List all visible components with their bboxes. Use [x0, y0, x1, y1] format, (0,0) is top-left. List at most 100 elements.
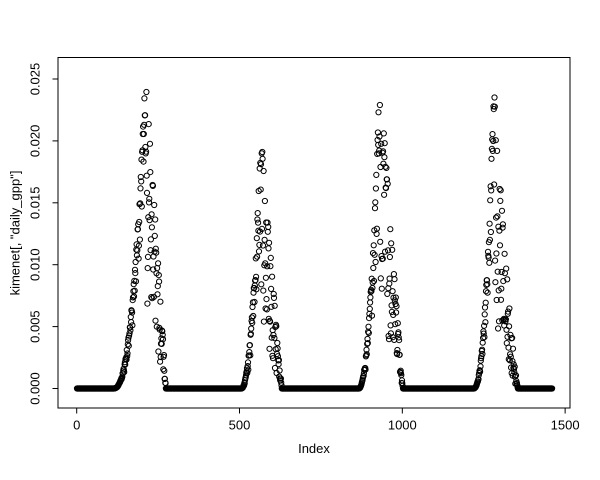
data-point — [247, 352, 254, 359]
data-point — [257, 186, 264, 193]
data-point — [257, 161, 265, 168]
data-point — [262, 274, 269, 281]
data-point — [384, 247, 392, 254]
data-point — [368, 312, 376, 319]
data-point — [395, 334, 402, 341]
data-point — [135, 242, 142, 249]
data-point — [497, 187, 504, 194]
data-point — [370, 277, 378, 285]
data-point — [273, 323, 280, 330]
data-point — [482, 319, 489, 326]
data-point — [132, 278, 140, 285]
data-point — [263, 306, 270, 313]
data-point — [143, 88, 150, 96]
data-point — [248, 314, 255, 321]
data-point — [142, 112, 149, 119]
data-point — [496, 185, 503, 193]
data-point — [498, 207, 506, 214]
data-point — [493, 214, 500, 221]
data-point — [506, 305, 513, 312]
data-point — [380, 148, 387, 155]
data-point — [255, 219, 262, 226]
data-point — [129, 297, 136, 304]
data-point — [492, 257, 499, 264]
data-point — [157, 353, 164, 361]
data-point — [484, 289, 491, 296]
data-point — [152, 317, 159, 324]
data-point — [380, 130, 387, 137]
data-point — [486, 259, 493, 266]
data-point — [387, 226, 394, 233]
data-point — [146, 195, 153, 202]
data-point — [370, 264, 377, 272]
data-point — [138, 203, 145, 210]
data-point — [488, 155, 495, 162]
data-point — [499, 221, 506, 228]
data-point — [152, 216, 159, 223]
data-point — [261, 236, 268, 243]
data-point — [506, 357, 513, 364]
data-point — [137, 200, 144, 207]
data-point — [141, 95, 148, 102]
data-point — [277, 375, 284, 382]
y-tick-label: 0.010 — [28, 248, 43, 281]
data-point — [365, 329, 372, 337]
x-tick-label: 1000 — [388, 418, 417, 433]
data-point — [384, 180, 391, 187]
data-point — [144, 300, 151, 307]
data-point — [271, 302, 278, 309]
data-point — [135, 255, 142, 262]
data-point — [382, 248, 389, 255]
data-point — [501, 250, 508, 257]
data-point — [489, 147, 496, 154]
data-point — [360, 372, 367, 380]
data-point — [484, 248, 492, 255]
data-point — [254, 253, 261, 260]
data-point — [261, 197, 268, 205]
data-point — [377, 275, 384, 282]
data-point — [373, 171, 380, 178]
data-point — [498, 268, 505, 276]
data-point — [482, 288, 490, 295]
data-point — [137, 185, 144, 192]
data-point — [507, 351, 514, 358]
data-point — [276, 367, 283, 374]
data-point — [376, 101, 383, 109]
data-point — [388, 308, 395, 315]
data-point — [512, 372, 520, 379]
data-point — [269, 273, 276, 280]
x-tick-label: 500 — [229, 418, 251, 433]
data-point — [481, 334, 488, 341]
data-point — [146, 140, 154, 147]
data-point — [143, 189, 151, 196]
data-point — [250, 312, 257, 320]
data-point — [160, 366, 167, 373]
data-point — [480, 330, 487, 337]
data-point — [477, 357, 484, 364]
data-point — [152, 245, 159, 252]
data-point — [265, 245, 272, 252]
data-point — [502, 316, 509, 323]
data-point — [161, 367, 168, 374]
data-point — [494, 147, 501, 154]
data-point — [129, 294, 137, 301]
data-point — [244, 369, 251, 376]
data-point — [509, 358, 516, 365]
data-point — [264, 219, 271, 226]
data-point — [278, 379, 285, 386]
data-point — [489, 131, 496, 138]
data-point — [254, 210, 261, 217]
data-point — [270, 294, 278, 301]
plot-box-border — [57, 57, 571, 409]
data-point — [125, 337, 132, 344]
data-point — [389, 288, 396, 295]
data-point — [372, 185, 379, 192]
data-point — [362, 366, 369, 373]
data-point — [123, 354, 130, 361]
data-point — [264, 263, 271, 270]
data-point — [386, 253, 393, 261]
data-point — [252, 277, 259, 284]
x-axis-title: Index — [298, 441, 330, 456]
data-point — [494, 268, 501, 275]
data-point — [128, 319, 135, 326]
